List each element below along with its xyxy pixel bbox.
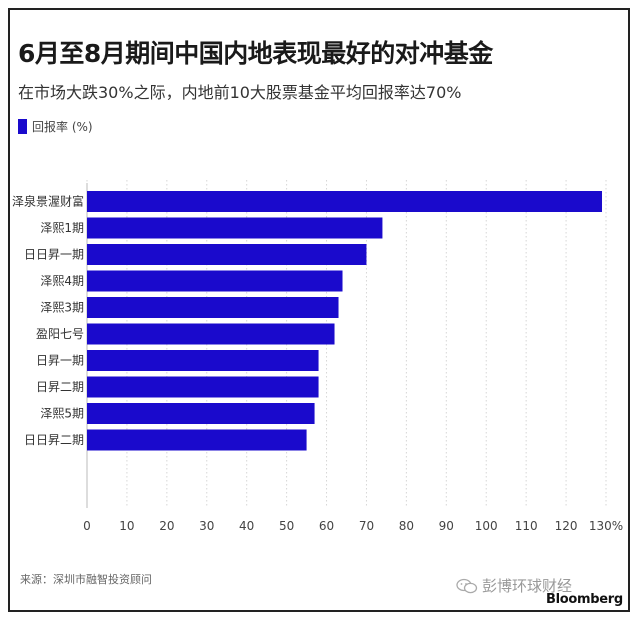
wechat-icon <box>456 578 478 593</box>
category-label: 泽熙5期 <box>40 407 84 421</box>
category-label: 盈阳七号 <box>36 327 84 341</box>
x-tick-label: 110 <box>515 519 538 533</box>
x-tick-label: 70 <box>359 519 374 533</box>
x-tick-label: 80 <box>399 519 414 533</box>
bar <box>87 270 343 292</box>
chart-subtitle: 在市场大跌30%之际，内地前10大股票基金平均回报率达70% <box>18 83 462 102</box>
category-label: 日日昇二期 <box>24 433 84 447</box>
legend: 回报率 (%) <box>18 118 93 135</box>
x-tick-label: 100 <box>475 519 498 533</box>
category-label: 日昇二期 <box>36 380 84 394</box>
bar <box>87 429 307 451</box>
x-tick-label: 0 <box>83 519 91 533</box>
bar <box>87 350 319 371</box>
bar <box>87 217 383 239</box>
x-tick-label: 10 <box>119 519 134 533</box>
tick-labels: 0 10 20 30 40 50 60 70 80 90 100 110 120 130% <box>83 519 623 533</box>
x-tick-label: 40 <box>239 519 254 533</box>
source-note: 来源：深圳市融智投资顾问 <box>20 573 152 586</box>
bloomberg-logo: Bloomberg <box>546 592 623 607</box>
bar <box>87 297 339 318</box>
category-labels: 泽泉景渥财富泽熙1期日日昇一期泽熙4期泽熙3期盈阳七号日昇一期日昇二期泽熙5期日… <box>12 194 84 448</box>
legend-swatch <box>18 119 27 134</box>
bars-layer <box>87 191 603 451</box>
x-tick-label: 120 <box>555 519 578 533</box>
x-tick-label: 30 <box>199 519 214 533</box>
bar <box>87 376 319 398</box>
legend-label: 回报率 (%) <box>32 120 93 134</box>
x-tick-label: 60 <box>319 519 334 533</box>
category-label: 泽泉景渥财富 <box>12 194 84 209</box>
x-tick-label: 130% <box>589 519 623 533</box>
watermark: 彭博环球财经 <box>456 575 572 596</box>
category-label: 泽熙1期 <box>40 221 84 235</box>
x-tick-label: 90 <box>439 519 454 533</box>
category-label: 泽熙3期 <box>40 301 84 315</box>
watermark-text: 彭博环球财经 <box>482 577 573 595</box>
category-label: 日昇一期 <box>36 354 84 368</box>
x-tick-label: 50 <box>279 519 294 533</box>
bar <box>87 244 367 265</box>
bar <box>87 403 315 424</box>
category-label: 泽熙4期 <box>40 274 84 288</box>
bar <box>87 323 335 345</box>
bloomberg-logo-text: Bloomberg <box>546 592 623 607</box>
category-label: 日日昇一期 <box>24 248 84 262</box>
bar <box>87 191 603 212</box>
chart-title: 6月至8月期间中国内地表现最好的对冲基金 <box>18 39 493 68</box>
x-tick-label: 20 <box>159 519 174 533</box>
